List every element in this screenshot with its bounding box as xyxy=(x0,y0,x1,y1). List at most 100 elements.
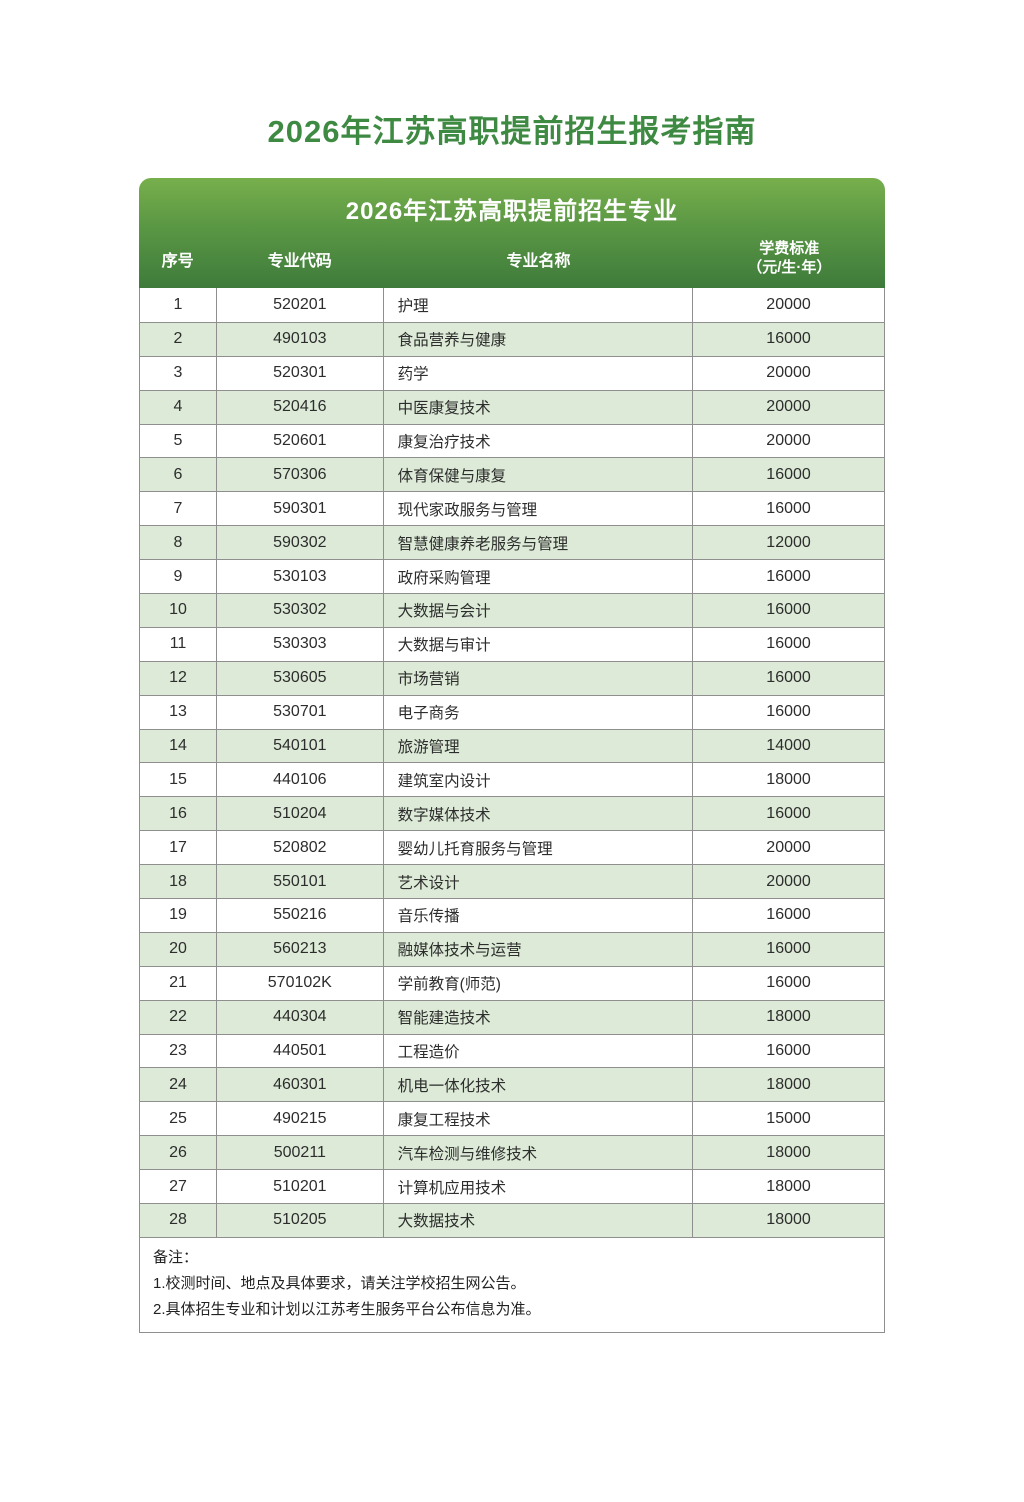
table-row: 1 520201 护理 20000 xyxy=(140,288,884,322)
cell-name: 融媒体技术与运营 xyxy=(384,932,694,966)
cell-code: 590301 xyxy=(217,492,384,526)
cell-code: 530303 xyxy=(217,627,384,661)
note-item-1: 1.校测时间、地点及具体要求，请关注学校招生网公告。 xyxy=(153,1274,526,1292)
cell-code: 530302 xyxy=(217,594,384,627)
cell-fee: 16000 xyxy=(766,703,811,721)
cell-no: 22 xyxy=(140,1000,217,1034)
table-body: 1 520201 护理 20000 2 490103 食品营养与健康 16000… xyxy=(140,288,884,1237)
notes-section: 备注： 1.校测时间、地点及具体要求，请关注学校招生网公告。 2.具体招生专业和… xyxy=(140,1236,884,1333)
cell-name: 学前教育(师范) xyxy=(384,966,694,1000)
cell-code: 520301 xyxy=(217,356,384,390)
table-row: 28 510205 大数据技术 18000 xyxy=(140,1203,884,1237)
cell-name: 机电一体化技术 xyxy=(384,1068,694,1102)
cell-no: 9 xyxy=(140,560,217,594)
cell-name: 数字媒体技术 xyxy=(384,797,694,831)
cell-no: 8 xyxy=(140,526,217,560)
cell-code: 530605 xyxy=(217,661,384,695)
cell-fee: 16000 xyxy=(766,940,811,958)
table-row: 7 590301 现代家政服务与管理 16000 xyxy=(140,491,884,526)
cell-name: 婴幼儿托育服务与管理 xyxy=(384,831,694,865)
table-row: 2 490103 食品营养与健康 16000 xyxy=(140,321,884,356)
cell-name: 政府采购管理 xyxy=(384,560,694,594)
table-row: 3 520301 药学 20000 xyxy=(140,355,884,390)
cell-name: 计算机应用技术 xyxy=(384,1170,694,1204)
cell-code: 530701 xyxy=(217,695,384,729)
cell-no: 23 xyxy=(140,1034,217,1068)
cell-code: 440501 xyxy=(217,1034,384,1068)
cell-code: 560213 xyxy=(217,932,384,966)
cell-code: 520601 xyxy=(217,424,384,458)
cell-fee: 16000 xyxy=(766,804,811,822)
card-title: 2026年江苏高职提前招生专业 xyxy=(345,198,679,225)
table-row: 15 440106 建筑室内设计 18000 xyxy=(140,762,884,797)
cell-code: 550216 xyxy=(217,899,384,932)
cell-name: 药学 xyxy=(384,356,694,390)
cell-no: 19 xyxy=(140,899,217,932)
cell-code: 570102K xyxy=(217,966,384,1000)
cell-fee: 16000 xyxy=(766,499,811,517)
header-fee-line1: 学费标准 xyxy=(759,240,820,258)
cell-no: 13 xyxy=(140,695,217,729)
cell-no: 25 xyxy=(140,1102,217,1136)
cell-code: 540101 xyxy=(217,729,384,763)
table-row: 5 520601 康复治疗技术 20000 xyxy=(140,423,884,458)
cell-code: 520201 xyxy=(217,288,384,322)
cell-name: 艺术设计 xyxy=(384,865,694,899)
cell-code: 520416 xyxy=(217,390,384,424)
cell-fee: 14000 xyxy=(766,737,811,755)
cell-no: 11 xyxy=(140,627,217,661)
cell-code: 570306 xyxy=(217,458,384,492)
table-row: 20 560213 融媒体技术与运营 16000 xyxy=(140,931,884,966)
card-header: 2026年江苏高职提前招生专业 序号 专业代码 专业名称 学费标准 （元/生·年… xyxy=(139,178,885,288)
cell-fee: 16000 xyxy=(766,906,811,924)
cell-fee: 18000 xyxy=(766,1177,811,1195)
table-row: 24 460301 机电一体化技术 18000 xyxy=(140,1067,884,1102)
cell-fee: 16000 xyxy=(766,974,811,992)
cell-no: 5 xyxy=(140,424,217,458)
cell-name: 旅游管理 xyxy=(384,729,694,763)
cell-code: 510201 xyxy=(217,1170,384,1204)
cell-fee: 16000 xyxy=(766,635,811,653)
cell-no: 4 xyxy=(140,390,217,424)
table-row: 21 570102K 学前教育(师范) 16000 xyxy=(140,965,884,1000)
cell-fee: 16000 xyxy=(766,330,811,348)
cell-fee: 16000 xyxy=(766,465,811,483)
table-row: 9 530103 政府采购管理 16000 xyxy=(140,559,884,594)
cell-fee: 16000 xyxy=(766,601,811,619)
cell-fee: 20000 xyxy=(766,364,811,382)
cell-fee: 12000 xyxy=(766,533,811,551)
cell-fee: 16000 xyxy=(766,1042,811,1060)
cell-code: 460301 xyxy=(217,1068,384,1102)
header-fee: 学费标准 （元/生·年） xyxy=(694,240,885,278)
table-row: 16 510204 数字媒体技术 16000 xyxy=(140,796,884,831)
cell-name: 中医康复技术 xyxy=(384,390,694,424)
header-no: 序号 xyxy=(161,253,194,270)
cell-no: 17 xyxy=(140,831,217,865)
cell-no: 15 xyxy=(140,763,217,797)
cell-no: 2 xyxy=(140,322,217,356)
cell-name: 康复治疗技术 xyxy=(384,424,694,458)
cell-code: 510205 xyxy=(217,1204,384,1237)
cell-fee: 18000 xyxy=(766,1211,811,1229)
table-row: 27 510201 计算机应用技术 18000 xyxy=(140,1169,884,1204)
cell-fee: 20000 xyxy=(766,838,811,856)
cell-fee: 20000 xyxy=(766,295,811,313)
cell-code: 490215 xyxy=(217,1102,384,1136)
cell-fee: 15000 xyxy=(766,1109,811,1127)
cell-name: 汽车检测与维修技术 xyxy=(384,1136,694,1170)
table-row: 11 530303 大数据与审计 16000 xyxy=(140,626,884,661)
cell-name: 护理 xyxy=(384,288,694,322)
table-row: 18 550101 艺术设计 20000 xyxy=(140,864,884,899)
cell-fee: 18000 xyxy=(766,770,811,788)
cell-code: 490103 xyxy=(217,322,384,356)
cell-fee: 20000 xyxy=(766,872,811,890)
cell-no: 18 xyxy=(140,865,217,899)
cell-no: 10 xyxy=(140,594,217,627)
cell-code: 530103 xyxy=(217,560,384,594)
cell-no: 27 xyxy=(140,1170,217,1204)
header-name: 专业名称 xyxy=(506,253,571,270)
cell-fee: 20000 xyxy=(766,398,811,416)
cell-no: 24 xyxy=(140,1068,217,1102)
cell-name: 智慧健康养老服务与管理 xyxy=(384,526,694,560)
cell-name: 市场营销 xyxy=(384,661,694,695)
